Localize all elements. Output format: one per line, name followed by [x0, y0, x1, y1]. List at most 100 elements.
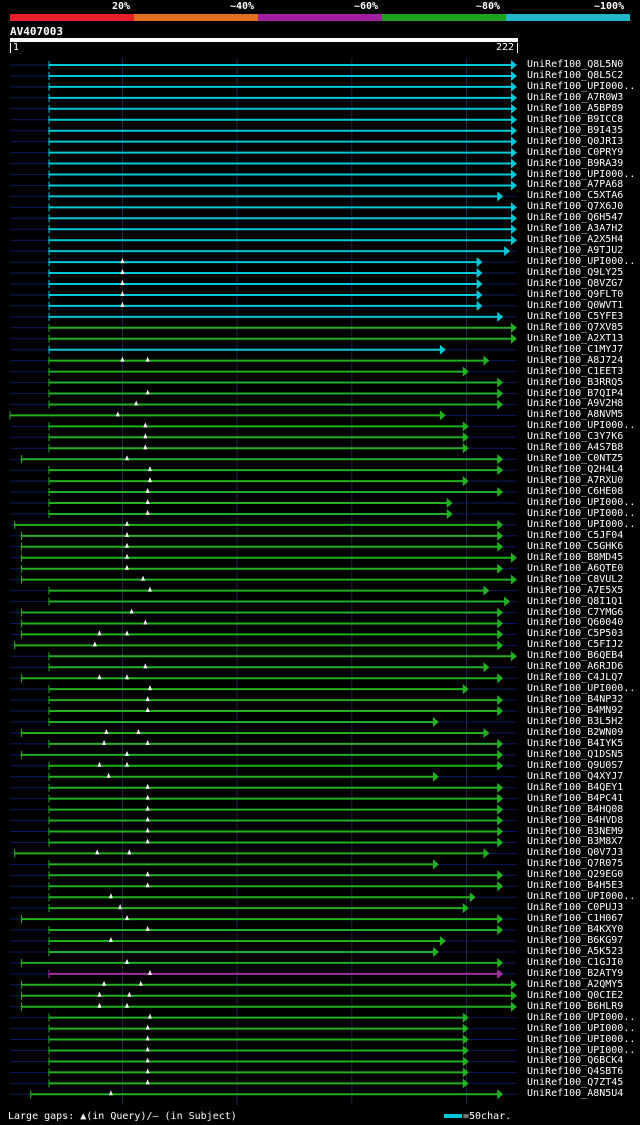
hit-label[interactable]: UniRef100_A9V2H8 — [527, 398, 624, 410]
hit-label[interactable]: UniRef100_B8MD45 — [527, 551, 624, 563]
hit-label[interactable]: UniRef100_C8VUL2 — [527, 573, 624, 585]
hit-label[interactable]: UniRef100_A7R0W3 — [527, 91, 624, 103]
hit-label[interactable]: UniRef100_B6KG97 — [527, 935, 624, 946]
hit-label[interactable]: UniRef100_B4QEY1 — [527, 781, 624, 793]
hit-label[interactable]: UniRef100_Q7X6J0 — [527, 201, 624, 213]
hit-label[interactable]: UniRef100_B3RRQ5 — [527, 376, 624, 388]
hit-label[interactable]: UniRef100_A7E5X5 — [527, 584, 624, 596]
hit-label[interactable]: UniRef100_B9RA39 — [527, 157, 624, 169]
hit-label[interactable]: UniRef100_UPI000.. — [527, 1022, 636, 1034]
hit-label[interactable]: UniRef100_Q7R075 — [527, 858, 624, 870]
hit-label[interactable]: UniRef100_C0NTZ5 — [527, 453, 624, 465]
hit-label[interactable]: UniRef100_B4IYK5 — [527, 737, 624, 749]
hit-label[interactable]: UniRef100_UPI000.. — [527, 507, 636, 519]
hit-label[interactable]: UniRef100_Q6H547 — [527, 212, 624, 224]
hit-label[interactable]: UniRef100_A7PA68 — [527, 179, 624, 191]
hit-label[interactable]: UniRef100_UPI000.. — [527, 1011, 636, 1023]
hit-label[interactable]: UniRef100_C0PRY9 — [527, 146, 624, 158]
hit-label[interactable]: UniRef100_B4MN92 — [527, 705, 624, 717]
hit-label[interactable]: UniRef100_A4S7B8 — [527, 442, 624, 454]
hit-label[interactable]: UniRef100_C6HE08 — [527, 486, 624, 498]
hit-label[interactable]: UniRef100_B9I435 — [527, 124, 624, 136]
hit-label[interactable]: UniRef100_UPI000.. — [527, 518, 636, 530]
hit-label[interactable]: UniRef100_A5BP89 — [527, 102, 624, 114]
hit-label[interactable]: UniRef100_A8NVM5 — [527, 409, 624, 421]
hit-label[interactable]: UniRef100_B4H5E3 — [527, 880, 624, 892]
hit-label[interactable]: UniRef100_C5FIJ2 — [527, 639, 624, 651]
hit-label[interactable]: UniRef100_C7YMG6 — [527, 606, 624, 618]
hit-label[interactable]: UniRef100_Q9FLT0 — [527, 288, 624, 300]
hit-label[interactable]: UniRef100_UPI000.. — [527, 420, 636, 432]
hit-label[interactable]: UniRef100_Q0JRI3 — [527, 135, 624, 147]
hit-label[interactable]: UniRef100_B4HQ08 — [527, 803, 624, 815]
hit-label[interactable]: UniRef100_C1MYJ7 — [527, 343, 624, 355]
hit-label[interactable]: UniRef100_Q1DSN5 — [527, 748, 624, 760]
hit-label[interactable]: UniRef100_A2X5H4 — [527, 234, 624, 246]
hit-label[interactable]: UniRef100_C5GHK6 — [527, 540, 624, 552]
hit-label[interactable]: UniRef100_B9ICC8 — [527, 113, 624, 125]
hit-label[interactable]: UniRef100_UPI000.. — [527, 1033, 636, 1045]
hit-label[interactable]: UniRef100_Q7ZT45 — [527, 1077, 624, 1089]
hit-label[interactable]: UniRef100_Q2H4L4 — [527, 464, 624, 476]
hit-label[interactable]: UniRef100_A6RJD6 — [527, 661, 624, 673]
hit-label[interactable]: UniRef100_B4PC41 — [527, 792, 624, 804]
hit-label[interactable]: UniRef100_C1EET3 — [527, 365, 624, 377]
hit-label[interactable]: UniRef100_C1H067 — [527, 913, 624, 925]
hit-label[interactable]: UniRef100_B3L5H2 — [527, 716, 624, 727]
hit-label[interactable]: UniRef100_C5P503 — [527, 628, 624, 640]
hit-label[interactable]: UniRef100_Q9U0S7 — [527, 759, 624, 771]
hit-label[interactable]: UniRef100_UPI000.. — [527, 891, 636, 903]
hit-end-arrow — [497, 881, 504, 892]
hit-label[interactable]: UniRef100_UPI000.. — [527, 168, 636, 180]
hit-label[interactable]: UniRef100_Q7XV85 — [527, 321, 624, 333]
hit-label[interactable]: UniRef100_UPI000.. — [527, 497, 636, 508]
hit-label[interactable]: UniRef100_Q0WVT1 — [527, 299, 624, 311]
hit-label[interactable]: UniRef100_Q8VZG7 — [527, 278, 624, 289]
hit-label[interactable]: UniRef100_A9TJU2 — [527, 245, 624, 257]
hit-label[interactable]: UniRef100_UPI000.. — [527, 80, 636, 92]
hit-label[interactable]: UniRef100_A8N5U4 — [527, 1088, 624, 1100]
hit-label[interactable]: UniRef100_B3NEM9 — [527, 825, 624, 837]
hit-label[interactable]: UniRef100_B6HLR9 — [527, 1000, 624, 1012]
hit-label[interactable]: UniRef100_C4JLQ7 — [527, 672, 624, 684]
hit-label[interactable]: UniRef100_A3A7H2 — [527, 223, 624, 235]
hit-label[interactable]: UniRef100_B7QIP4 — [527, 387, 624, 399]
hit-label[interactable]: UniRef100_UPI000.. — [527, 1044, 636, 1056]
hit-label[interactable]: UniRef100_Q8L5N0 — [527, 59, 624, 70]
hit-label[interactable]: UniRef100_Q60040 — [527, 617, 624, 629]
hit-label[interactable]: UniRef100_C0PUJ3 — [527, 902, 624, 914]
hit-label[interactable]: UniRef100_A7RXU0 — [527, 475, 624, 487]
hit-label[interactable]: UniRef100_B4NP32 — [527, 694, 624, 706]
hit-label[interactable]: UniRef100_B2ATY9 — [527, 967, 624, 979]
hit-label[interactable]: UniRef100_B2WN09 — [527, 726, 624, 738]
hit-label[interactable]: UniRef100_B3M8X7 — [527, 836, 624, 848]
hit-label[interactable]: UniRef100_Q8L5C2 — [527, 69, 624, 81]
hit-label[interactable]: UniRef100_A5K523 — [527, 945, 624, 957]
hit-end-arrow — [511, 552, 517, 563]
query-gap-marker — [102, 980, 107, 986]
hit-label[interactable]: UniRef100_C3Y7K6 — [527, 431, 624, 443]
hit-label[interactable]: UniRef100_Q9LY25 — [527, 267, 624, 279]
hit-label[interactable]: UniRef100_A6QTE0 — [527, 562, 624, 574]
hit-label[interactable]: UniRef100_UPI000.. — [527, 256, 636, 268]
hit-label[interactable]: UniRef100_Q29EG0 — [527, 869, 624, 881]
hit-label[interactable]: UniRef100_Q4XYJ7 — [527, 770, 624, 782]
hit-label[interactable]: UniRef100_C5JF04 — [527, 529, 624, 541]
hit-label[interactable]: UniRef100_Q8I1Q1 — [527, 595, 624, 607]
hit-end-arrow — [497, 519, 504, 530]
hit-label[interactable]: UniRef100_B4HVD8 — [527, 814, 624, 826]
hit-label[interactable]: UniRef100_C1GJI0 — [527, 956, 624, 968]
hit-label[interactable]: UniRef100_A8J724 — [527, 354, 624, 366]
hit-label[interactable]: UniRef100_C5YFE3 — [527, 310, 624, 322]
hit-label[interactable]: UniRef100_Q4SBT6 — [527, 1066, 624, 1078]
hit-label[interactable]: UniRef100_Q6BCK4 — [527, 1055, 624, 1067]
hit-label[interactable]: UniRef100_Q0CIE2 — [527, 989, 624, 1001]
hit-label[interactable]: UniRef100_B6QEB4 — [527, 650, 624, 662]
hit-label[interactable]: UniRef100_A2QMY5 — [527, 978, 624, 990]
hit-label[interactable]: UniRef100_A2XT13 — [527, 332, 624, 344]
hit-label[interactable]: UniRef100_C5XTA6 — [527, 190, 624, 202]
hit-label[interactable]: UniRef100_Q0V7J3 — [527, 847, 624, 859]
hit-label[interactable]: UniRef100_B4KXY0 — [527, 924, 624, 936]
hit-end-arrow — [462, 443, 469, 454]
hit-label[interactable]: UniRef100_UPI000.. — [527, 683, 636, 695]
